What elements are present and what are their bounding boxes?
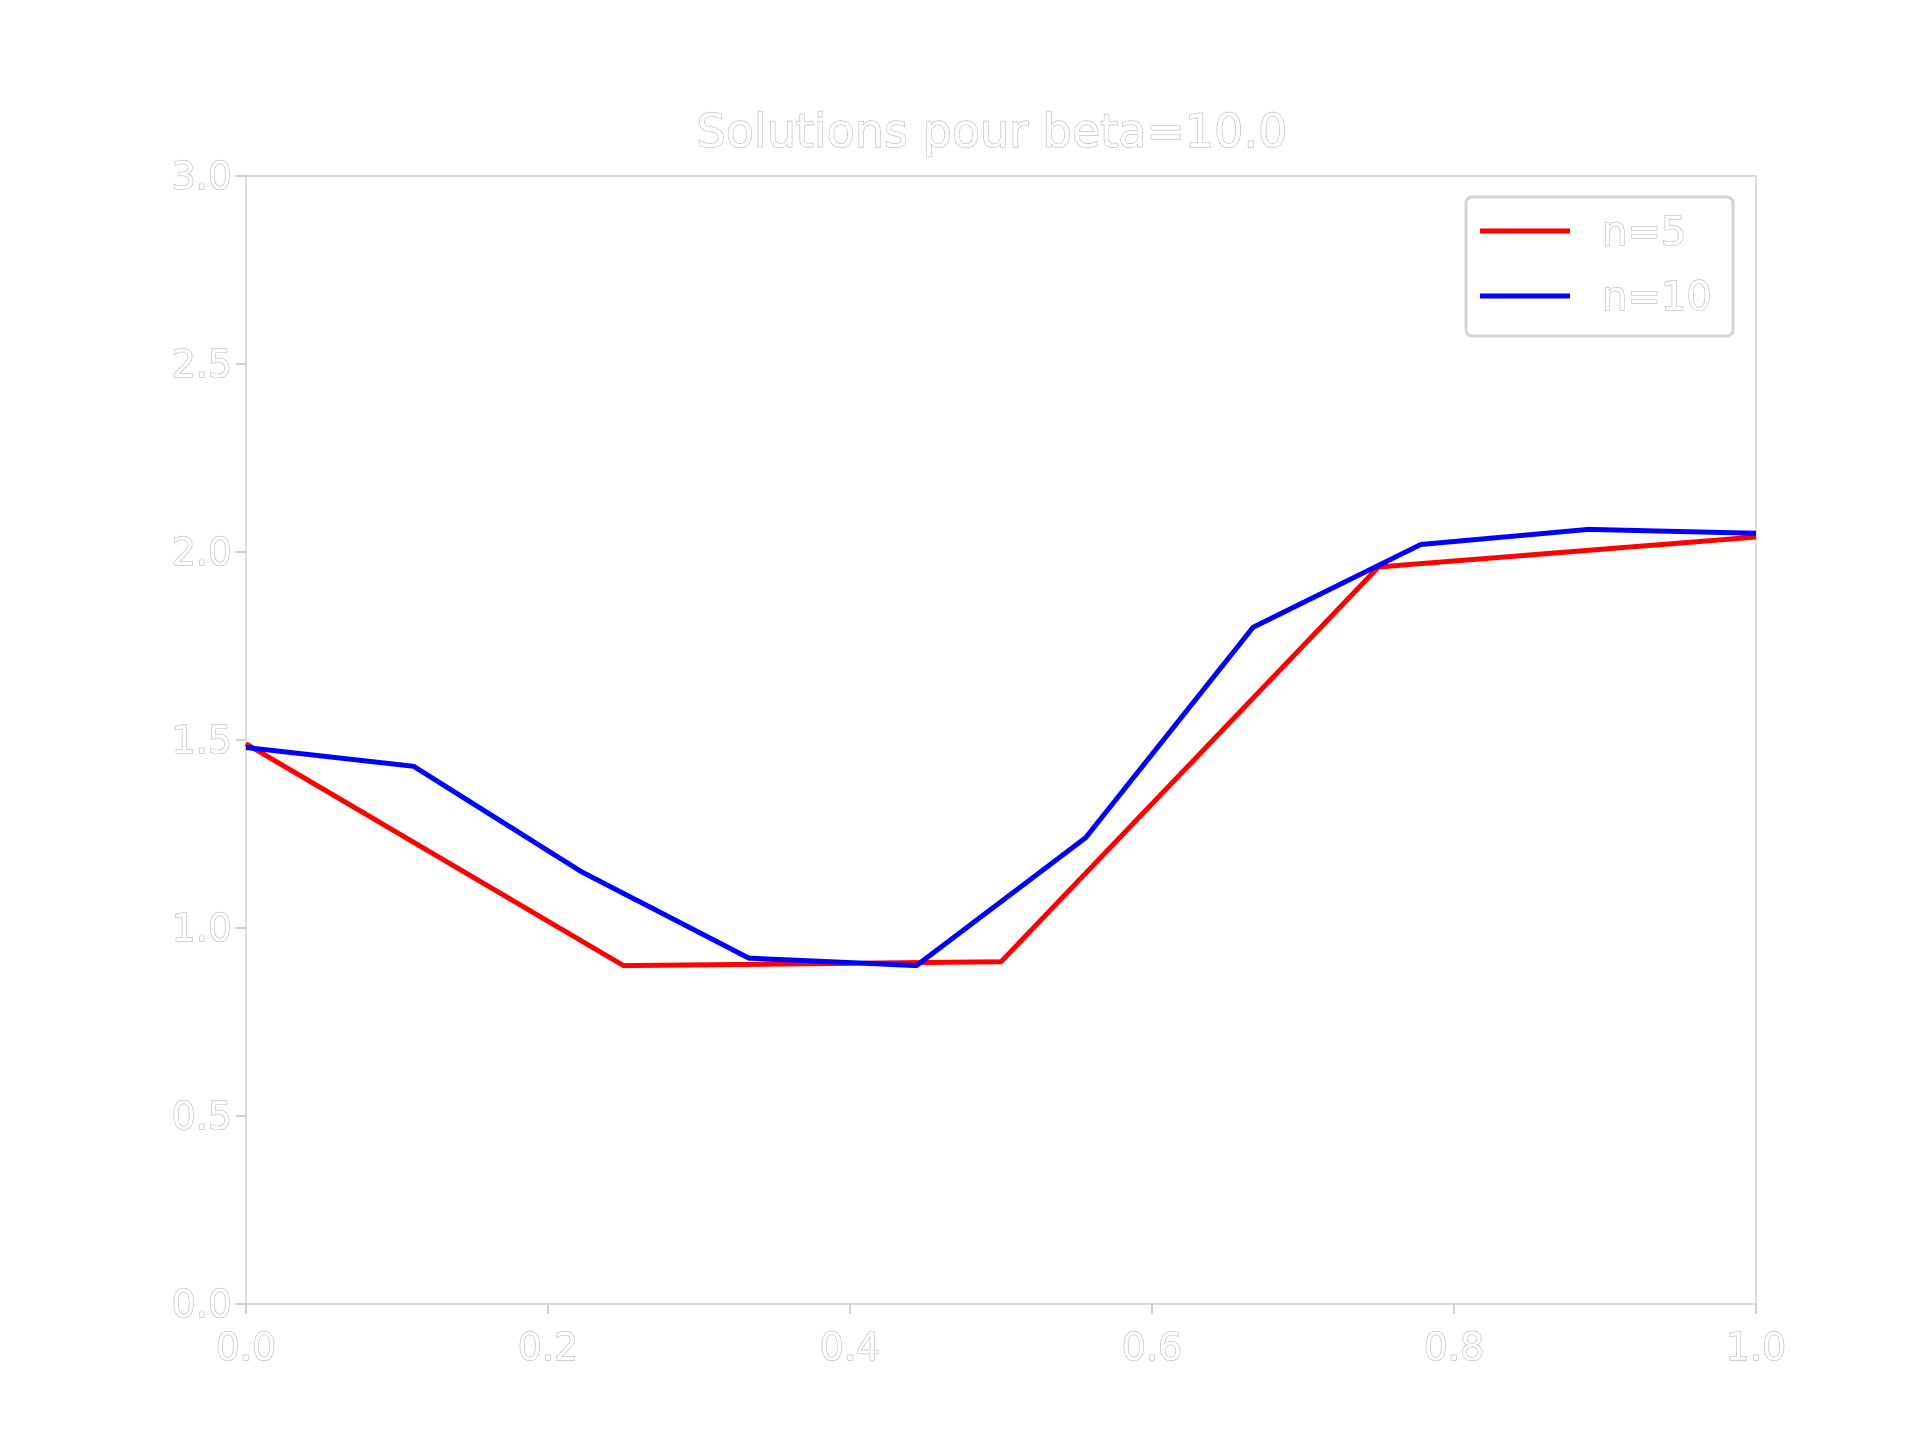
y-tick-label: 0.0 — [172, 1282, 232, 1326]
y-tick-label: 1.0 — [172, 906, 232, 950]
y-tick-label: 1.5 — [172, 718, 232, 762]
y-tick-label: 3.0 — [172, 154, 232, 198]
series-line-n10 — [245, 526, 1757, 969]
legend: n=5 n=10 — [1464, 195, 1735, 338]
legend-label-n5: n=5 — [1602, 209, 1686, 255]
x-tick-label: 0.2 — [518, 1325, 578, 1369]
x-axis: 0.0 0.2 0.4 0.6 0.8 1.0 — [215, 1304, 1787, 1370]
y-tick-label: 0.5 — [172, 1094, 232, 1138]
x-tick-label: 1.0 — [1726, 1325, 1786, 1369]
y-tick-label: 2.0 — [172, 530, 232, 574]
series-line-n5 — [244, 534, 1757, 969]
x-tick-label: 0.6 — [1122, 1325, 1182, 1369]
x-tick-label: 0.4 — [820, 1325, 880, 1369]
series-layer — [244, 526, 1757, 969]
x-tick-label: 0.8 — [1424, 1325, 1484, 1369]
y-tick-label: 2.5 — [172, 342, 232, 386]
legend-label-n10: n=10 — [1602, 274, 1712, 320]
y-axis: 0.0 0.5 1.0 1.5 2.0 2.5 3.0 — [171, 153, 246, 1327]
x-tick-label: 0.0 — [216, 1325, 276, 1369]
chart-title: Solutions pour beta=10.0 — [697, 104, 1288, 158]
plot-area-frame — [245, 175, 1757, 1305]
